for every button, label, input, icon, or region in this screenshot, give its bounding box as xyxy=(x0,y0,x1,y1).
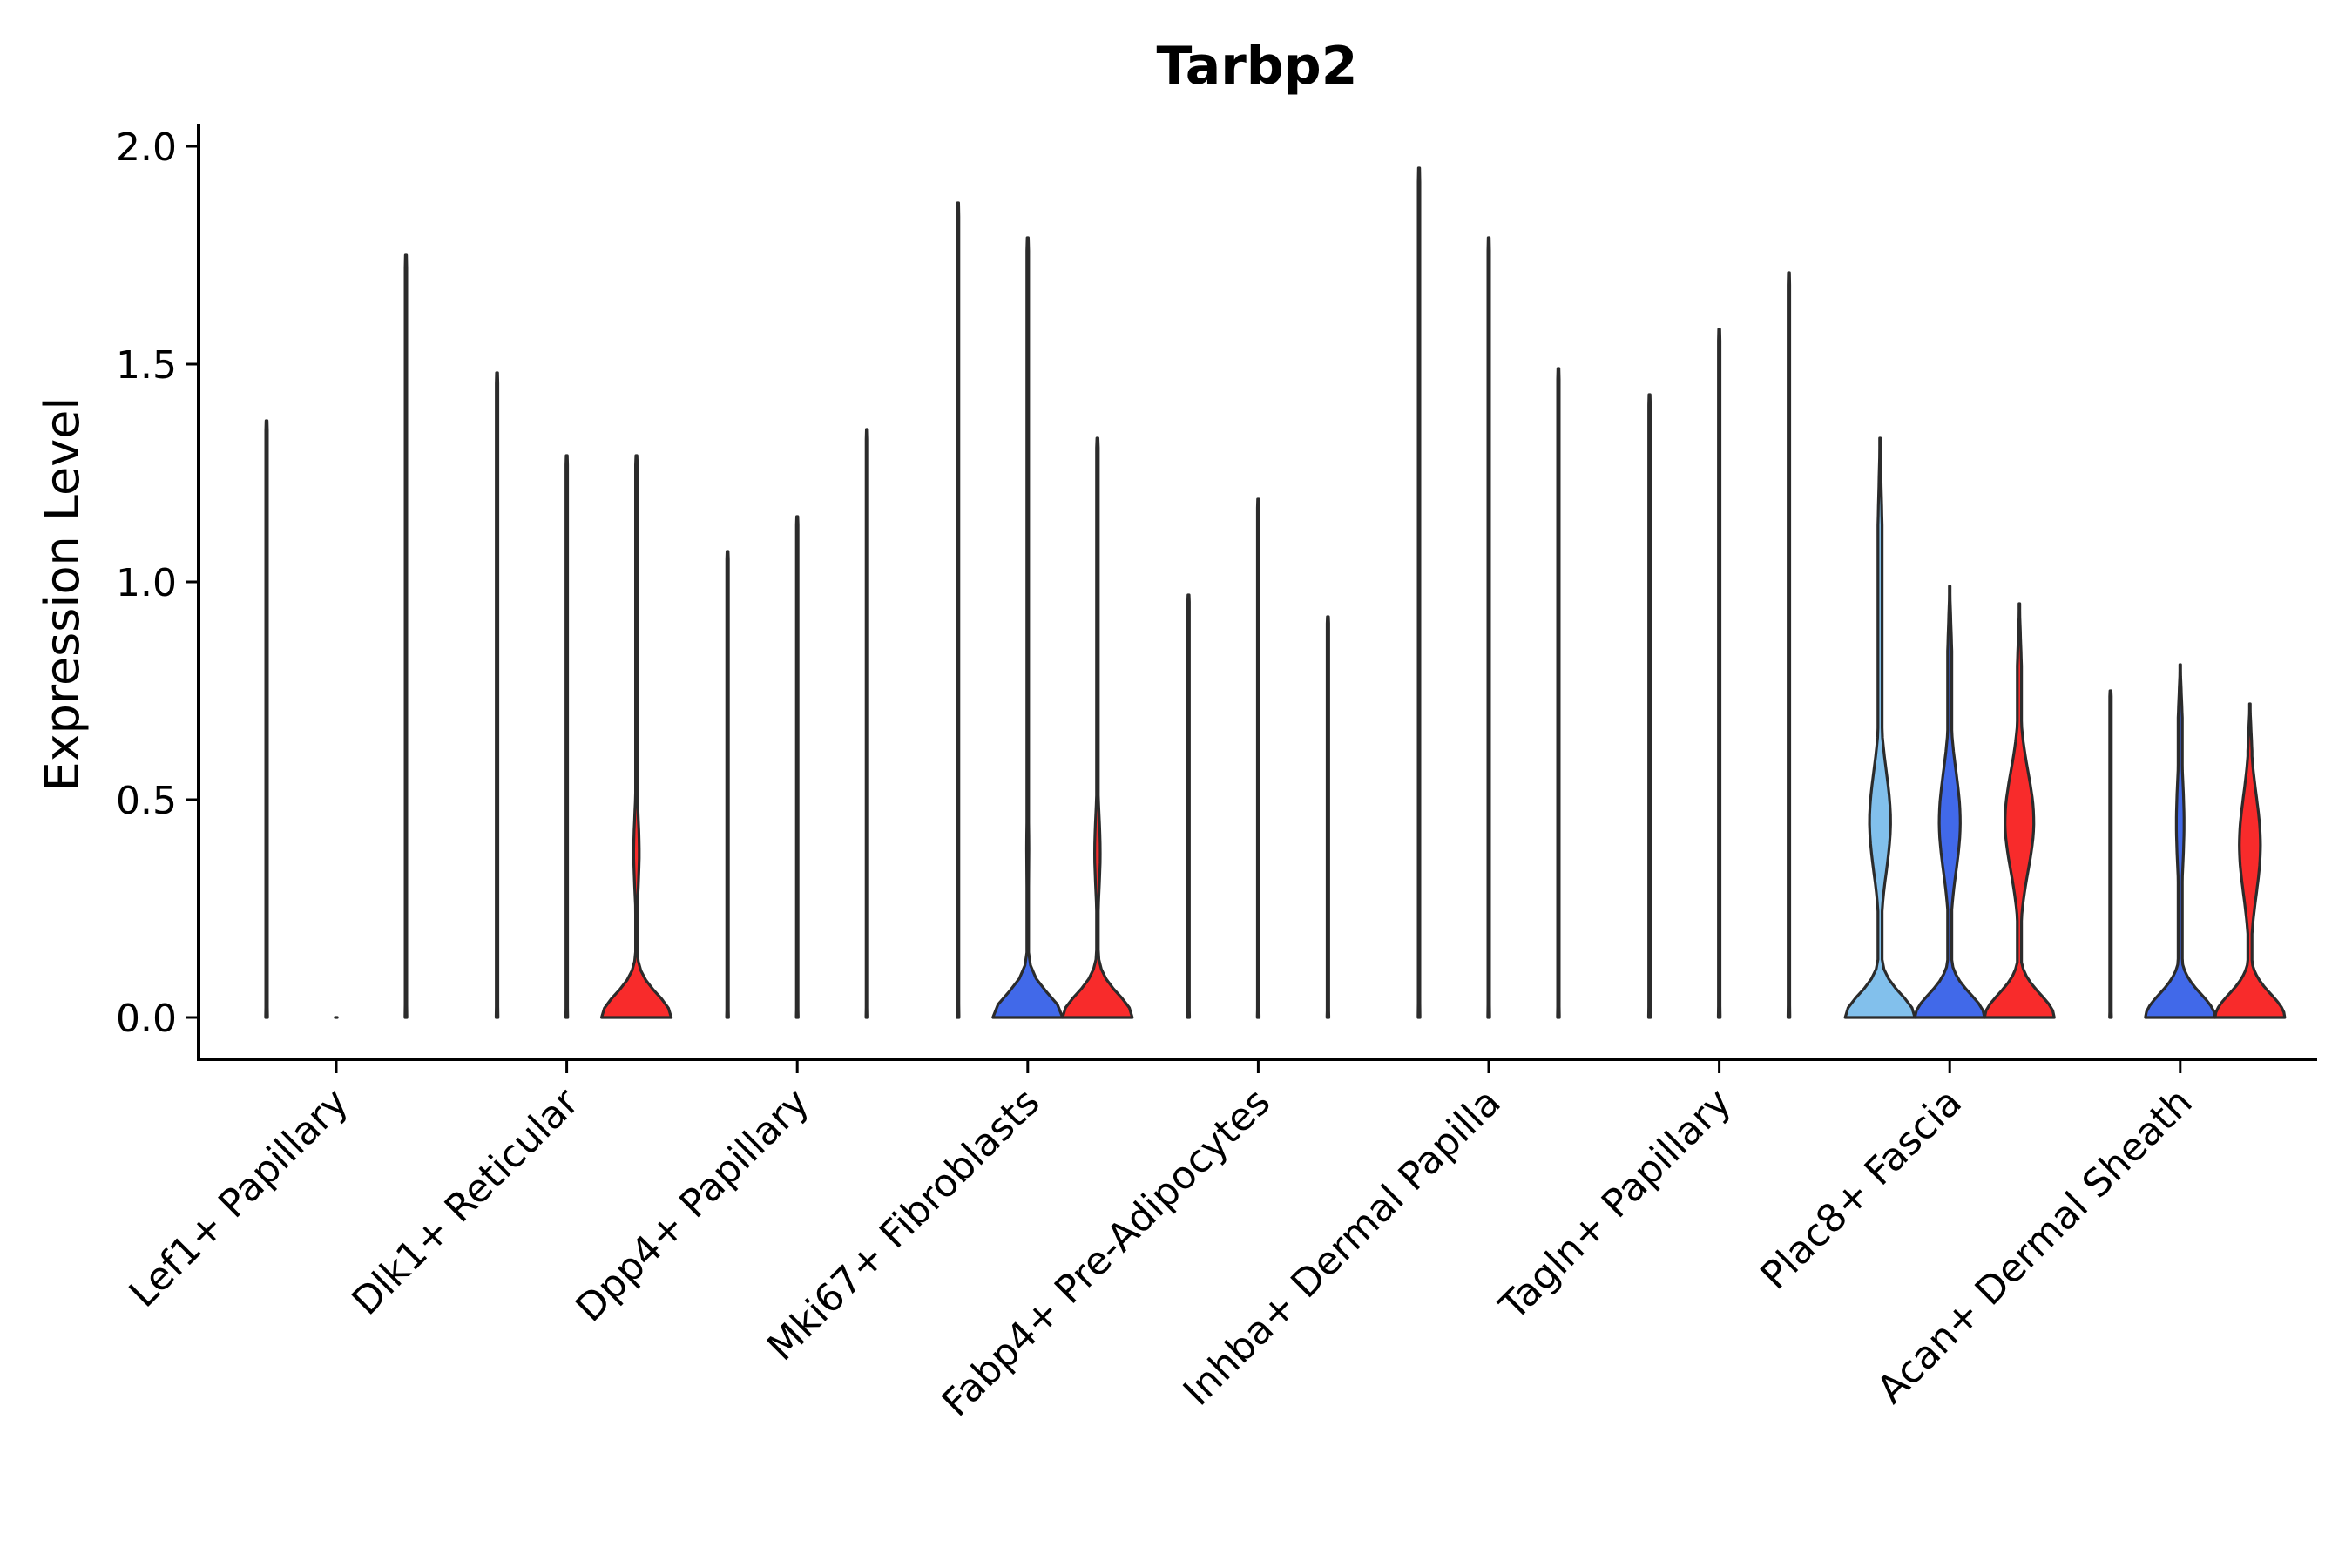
y-tick-label: 2.0 xyxy=(116,125,177,170)
violins-layer xyxy=(264,166,2287,1019)
x-tick-label: Tagln+ Papillary xyxy=(1490,1080,1740,1329)
violin-5-3 xyxy=(1325,615,1331,1019)
violin-5-2 xyxy=(1255,497,1261,1019)
violin-3-1 xyxy=(725,550,730,1019)
violin-2-3 xyxy=(600,454,673,1019)
x-tick-label: Plac8+ Fascia xyxy=(1752,1080,1970,1299)
violin-4-2 xyxy=(991,236,1064,1019)
violin-7-3 xyxy=(1786,271,1792,1019)
violin-6-1 xyxy=(1416,166,1422,1019)
violin-2-2 xyxy=(564,454,570,1019)
violin-4-3 xyxy=(1061,436,1134,1019)
violin-4-1 xyxy=(956,201,961,1019)
violin-9-1 xyxy=(2108,689,2113,1019)
violin-5-1 xyxy=(1186,593,1192,1019)
x-tick-label: Dpp4+ Papillary xyxy=(567,1080,818,1331)
violin-2-1 xyxy=(494,371,500,1019)
chart-title: Tarbp2 xyxy=(1157,36,1358,97)
violin-8-3 xyxy=(1983,602,2056,1019)
violin-8-1 xyxy=(1843,436,1916,1019)
violin-9-2 xyxy=(2144,663,2217,1019)
y-axis-ticks: 0.0 0.5 1.0 1.5 2.0 xyxy=(116,125,199,1041)
violin-1-3 xyxy=(403,253,409,1019)
y-tick-label: 0.5 xyxy=(116,779,177,823)
y-tick-label: 0.0 xyxy=(116,997,177,1041)
x-tick-label: Dlk1+ Reticular xyxy=(343,1079,588,1324)
violin-6-3 xyxy=(1556,367,1561,1019)
y-tick-label: 1.0 xyxy=(116,561,177,605)
violin-8-2 xyxy=(1913,585,1986,1019)
violin-3-2 xyxy=(794,515,800,1019)
violin-1-1 xyxy=(264,419,269,1019)
y-tick-label: 1.5 xyxy=(116,343,177,388)
violin-3-3 xyxy=(864,428,869,1019)
violin-7-2 xyxy=(1716,328,1722,1019)
violin-9-3 xyxy=(2213,702,2287,1019)
x-tick-label: Lef1+ Papillary xyxy=(121,1080,357,1316)
violin-6-2 xyxy=(1486,236,1491,1019)
violin-7-1 xyxy=(1646,393,1652,1019)
y-axis-label: Expression Level xyxy=(35,397,90,792)
